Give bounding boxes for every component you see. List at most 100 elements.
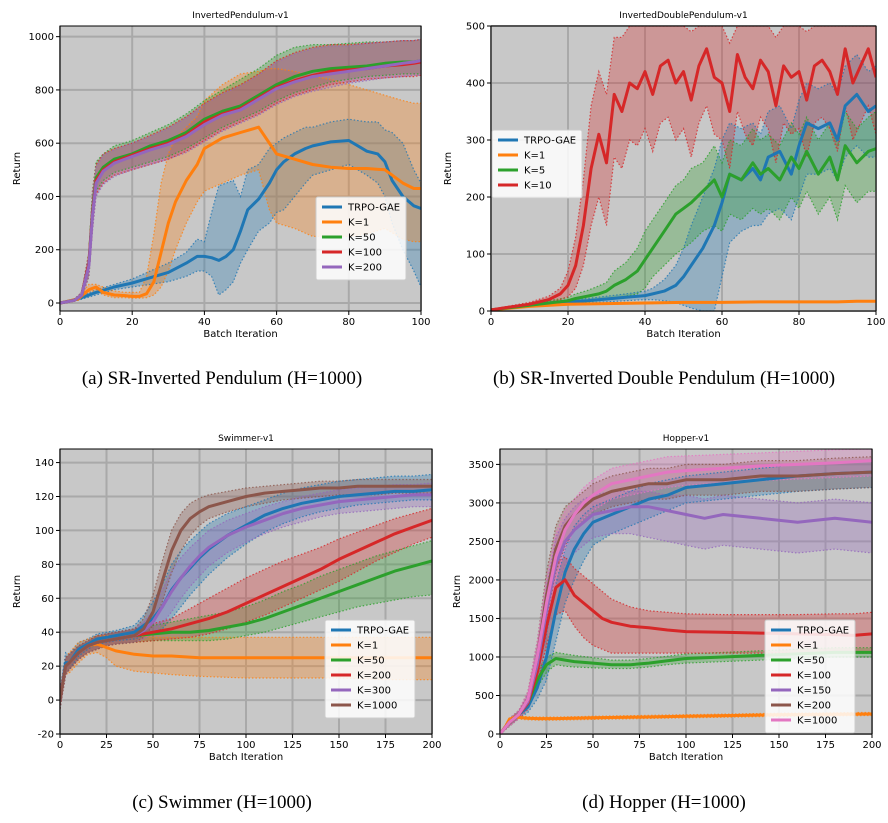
legend-label: K=100 [797, 671, 831, 682]
x-tick-label: 50 [587, 740, 600, 751]
x-tick-label: 150 [329, 740, 348, 751]
chart-title: Swimmer-v1 [218, 434, 274, 444]
y-tick-label: 1000 [29, 32, 54, 43]
legend-label: TRPO-GAE [347, 203, 400, 214]
x-tick-label: 100 [411, 317, 430, 328]
band-upper-K=150 [500, 490, 872, 734]
y-tick-label: 0 [48, 299, 54, 310]
x-axis-label: Batch Iteration [209, 752, 283, 763]
series-line-TRPO-GAE [500, 470, 872, 734]
band-lower-TRPO-GAE [491, 144, 876, 311]
band-upper-TRPO-GAE [500, 460, 872, 734]
y-tick-label: 200 [35, 245, 54, 256]
x-tick-label: 25 [100, 740, 113, 751]
band-upper-K=50 [60, 540, 432, 692]
band-lower-K=1 [60, 169, 421, 304]
caption-a: (a) SR-Inverted Pendulum (H=1000) [81, 368, 363, 389]
chart-panel-3: 0 25 50 75 100 125 150 175 200050010001500200025… [452, 434, 882, 763]
legend-label: K=300 [357, 686, 391, 697]
y-tick-label: 120 [35, 492, 54, 503]
legend-label: TRPO-GAE [356, 626, 409, 637]
y-tick-label: 0 [488, 730, 494, 741]
series-line-K=10 [491, 47, 876, 311]
band-upper-K=200 [500, 456, 872, 734]
x-axis-label: Batch Iteration [646, 329, 720, 340]
legend-label: TRPO-GAE [523, 136, 576, 147]
y-tick-label: 500 [475, 691, 494, 702]
x-tick-label: 80 [793, 317, 806, 328]
y-axis-label: Return [452, 575, 463, 608]
series-line-K=1 [491, 299, 876, 311]
band-lower-K=200 [60, 74, 421, 304]
caption-c: (c) Swimmer (H=1000) [132, 792, 312, 813]
series-line-K=1000 [500, 459, 872, 734]
legend-label: K=50 [348, 233, 376, 244]
band-upper-K=100 [60, 38, 421, 304]
band-upper-K=200 [60, 38, 421, 304]
y-tick-label: 20 [41, 662, 54, 673]
x-tick-label: 0 [57, 740, 63, 751]
y-tick-label: -20 [38, 730, 54, 741]
legend-label: K=1 [348, 218, 369, 229]
y-tick-label: 200 [466, 193, 485, 204]
x-axis-label: Batch Iteration [649, 752, 723, 763]
series-area [60, 473, 432, 709]
x-tick-label: 0 [488, 317, 494, 328]
y-axis-label: Return [12, 152, 23, 185]
legend-label: K=5 [524, 166, 545, 177]
legend-label: K=50 [797, 656, 825, 667]
caption-b: (b) SR-Inverted Double Pendulum (H=1000) [492, 368, 836, 389]
legend-label: K=50 [357, 656, 385, 667]
band-K=100 [500, 556, 872, 734]
x-tick-label: 40 [639, 317, 652, 328]
band-upper-K=10 [491, 26, 876, 310]
x-tick-label: 80 [342, 317, 355, 328]
axes-frame [59, 25, 422, 312]
legend-label: TRPO-GAE [796, 626, 849, 637]
band-lower-K=200 [60, 536, 432, 709]
x-tick-label: 150 [769, 740, 788, 751]
band-K=150 [500, 491, 872, 734]
y-tick-label: 300 [466, 136, 485, 147]
y-tick-label: 500 [466, 22, 485, 33]
band-K=1 [60, 68, 421, 303]
legend-label: K=200 [797, 701, 831, 712]
y-tick-label: 100 [35, 526, 54, 537]
band-lower-K=1 [60, 651, 432, 709]
y-tick-label: 80 [41, 560, 54, 571]
band-upper-K=1 [60, 634, 432, 692]
series-area [491, 26, 876, 311]
y-tick-label: 0 [479, 307, 485, 318]
x-tick-label: 0 [497, 740, 503, 751]
y-tick-label: 3000 [469, 498, 494, 509]
x-tick-label: 100 [866, 317, 885, 328]
series-line-K=200 [60, 59, 421, 305]
y-tick-label: 800 [35, 85, 54, 96]
x-axis-label: Batch Iteration [203, 329, 277, 340]
legend-label: K=1000 [797, 716, 837, 727]
y-tick-label: 2500 [469, 537, 494, 548]
x-tick-label: 20 [126, 317, 139, 328]
caption-d: (d) Hopper (H=1000) [582, 792, 746, 813]
series-line-K=1000 [60, 484, 432, 701]
band-K=10 [491, 26, 876, 311]
band-upper-K=100 [500, 555, 872, 734]
band-upper-K=5 [491, 110, 876, 310]
y-tick-label: 1500 [469, 614, 494, 625]
chart-title: InvertedDoublePendulum-v1 [619, 11, 747, 21]
x-tick-label: 25 [540, 740, 553, 751]
legend-box [315, 196, 407, 281]
legend-box [491, 129, 583, 199]
y-tick-label: 1000 [469, 652, 494, 663]
x-tick-label: 200 [422, 740, 441, 751]
series-area [60, 38, 421, 305]
legend-label: K=200 [348, 263, 382, 274]
band-TRPO-GAE [491, 54, 876, 311]
legend-label: K=150 [797, 686, 831, 697]
y-tick-label: 400 [466, 79, 485, 90]
chart-title: InvertedPendulum-v1 [192, 11, 289, 21]
y-tick-label: 40 [41, 628, 54, 639]
axes-frame [490, 25, 877, 312]
x-tick-label: 200 [862, 740, 881, 751]
x-tick-label: 100 [676, 740, 695, 751]
